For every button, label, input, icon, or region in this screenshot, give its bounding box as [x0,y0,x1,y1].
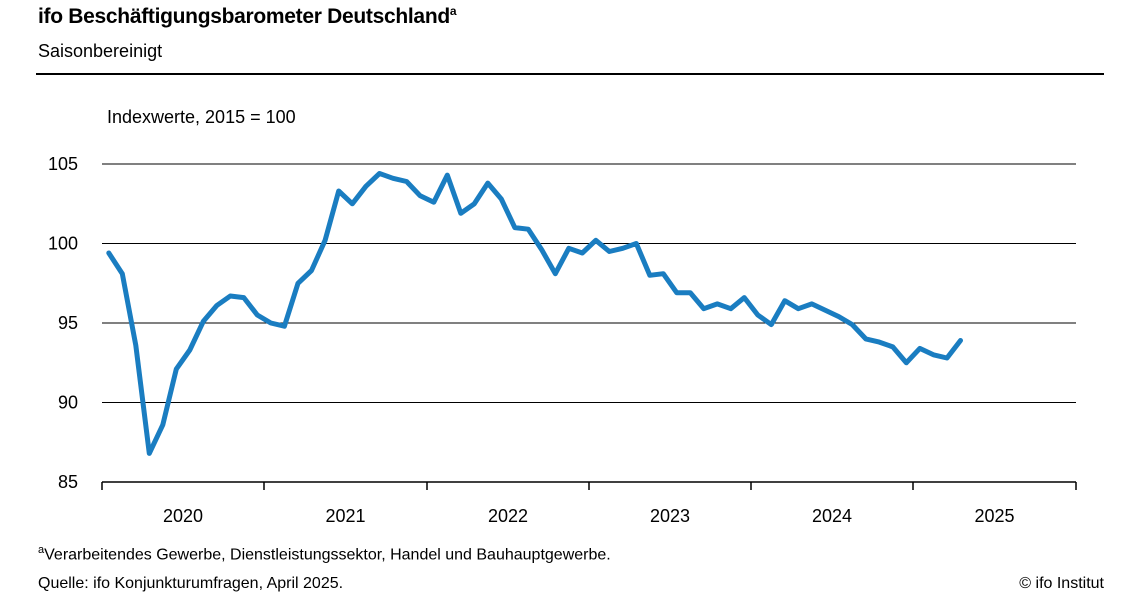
footnote-marker: a [38,544,45,556]
header-divider [36,73,1104,75]
copyright-note: © ifo Institut [1019,575,1104,592]
chart-subtitle: Saisonbereinigt [38,41,163,61]
x-tick-label: 2021 [325,506,365,526]
x-tick-label: 2025 [974,506,1014,526]
y-tick-label: 100 [48,234,78,254]
y-tick-label: 90 [58,393,78,413]
x-tick-label: 2022 [488,506,528,526]
y-tick-label: 95 [58,313,78,333]
footnote-text: Verarbeitendes Gewerbe, Dienstleistungss… [44,546,611,564]
x-tick-label: 2020 [163,506,203,526]
x-tick-label: 2024 [812,506,852,526]
source-note: Quelle: ifo Konjunkturumfragen, April 20… [38,575,344,592]
title-footnote-marker: a [449,4,457,18]
footnote: aVerarbeitendes Gewerbe, Dienstleistungs… [38,544,611,564]
y-tick-label: 85 [58,472,78,492]
chart-title-text: ifo Beschäftigungsbarometer Deutschland [38,5,450,28]
y-tick-label: 105 [48,154,78,174]
chart-title: ifo Beschäftigungsbarometer Deutschlanda [38,4,457,29]
series-line [106,171,963,456]
y-axis-label: Indexwerte, 2015 = 100 [107,107,296,127]
x-tick-label: 2023 [650,506,690,526]
